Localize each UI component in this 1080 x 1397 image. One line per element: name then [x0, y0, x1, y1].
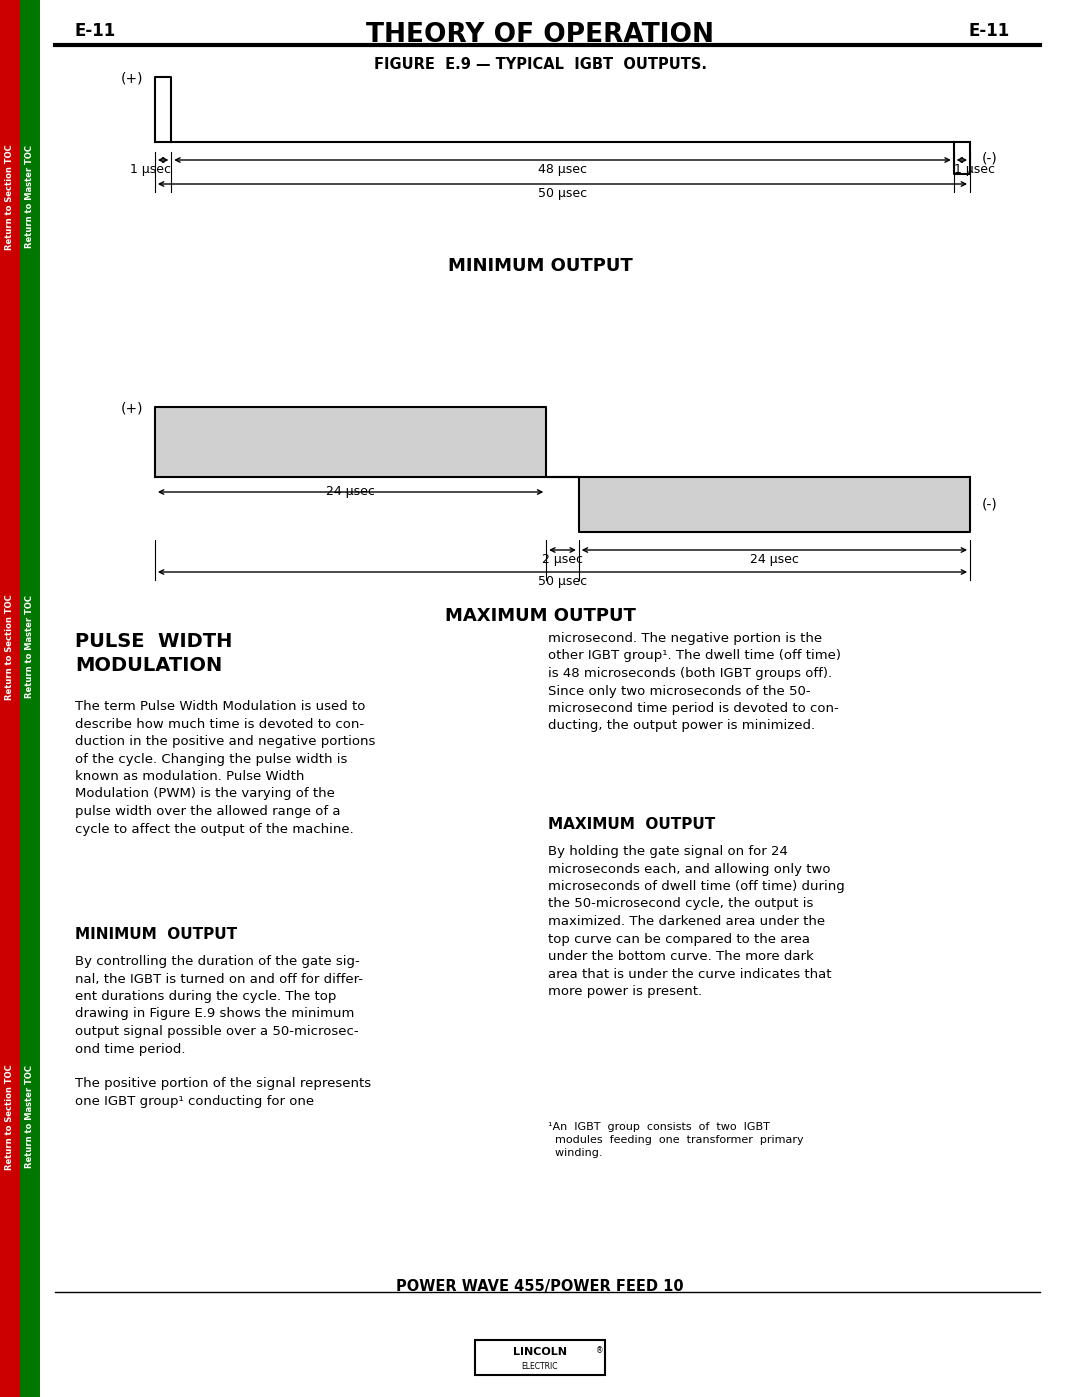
Text: The term Pulse Width Modulation is used to
describe how much time is devoted to : The term Pulse Width Modulation is used …: [75, 700, 376, 835]
Bar: [156, 407, 546, 476]
Text: PULSE  WIDTH: PULSE WIDTH: [75, 631, 232, 651]
Text: Return to Master TOC: Return to Master TOC: [26, 595, 35, 698]
Text: E-11: E-11: [75, 22, 117, 41]
Text: ®: ®: [596, 1345, 604, 1355]
Bar: [21, 0, 40, 1397]
Text: LINCOLN: LINCOLN: [513, 1347, 567, 1358]
Text: MODULATION: MODULATION: [75, 657, 222, 675]
Bar: [579, 476, 970, 532]
Text: E-11: E-11: [969, 22, 1010, 41]
Text: 50 μsec: 50 μsec: [538, 576, 588, 588]
Text: (+): (+): [121, 402, 143, 416]
Text: 50 μsec: 50 μsec: [538, 187, 588, 200]
Text: Return to Master TOC: Return to Master TOC: [26, 1066, 35, 1168]
Text: microsecond. The negative portion is the
other IGBT group¹. The dwell time (off : microsecond. The negative portion is the…: [548, 631, 841, 732]
Text: (-): (-): [982, 497, 998, 511]
Text: By controlling the duration of the gate sig-
nal, the IGBT is turned on and off : By controlling the duration of the gate …: [75, 956, 372, 1108]
Text: 2 μsec: 2 μsec: [542, 553, 583, 566]
Text: Return to Section TOC: Return to Section TOC: [5, 144, 14, 250]
Text: FIGURE  E.9 — TYPICAL  IGBT  OUTPUTS.: FIGURE E.9 — TYPICAL IGBT OUTPUTS.: [374, 57, 706, 73]
Text: (+): (+): [121, 73, 143, 87]
Text: 24 μsec: 24 μsec: [750, 553, 799, 566]
Text: ELECTRIC: ELECTRIC: [522, 1362, 558, 1370]
Text: Return to Section TOC: Return to Section TOC: [5, 594, 14, 700]
Text: MAXIMUM OUTPUT: MAXIMUM OUTPUT: [445, 608, 635, 624]
Text: 1 μsec: 1 μsec: [955, 163, 996, 176]
Text: (-): (-): [982, 151, 998, 165]
Text: By holding the gate signal on for 24
microseconds each, and allowing only two
mi: By holding the gate signal on for 24 mic…: [548, 845, 845, 997]
Text: 48 μsec: 48 μsec: [538, 163, 588, 176]
Text: POWER WAVE 455/POWER FEED 10: POWER WAVE 455/POWER FEED 10: [396, 1280, 684, 1294]
Text: Return to Section TOC: Return to Section TOC: [5, 1065, 14, 1169]
Text: MINIMUM OUTPUT: MINIMUM OUTPUT: [447, 257, 633, 275]
Text: 1 μsec: 1 μsec: [130, 163, 171, 176]
Text: THEORY OF OPERATION: THEORY OF OPERATION: [366, 22, 714, 47]
Bar: [0, 0, 21, 1397]
Text: MAXIMUM  OUTPUT: MAXIMUM OUTPUT: [548, 817, 715, 833]
Text: Return to Master TOC: Return to Master TOC: [26, 145, 35, 249]
Text: MINIMUM  OUTPUT: MINIMUM OUTPUT: [75, 928, 238, 942]
Text: 24 μsec: 24 μsec: [326, 485, 375, 497]
Text: ¹An  IGBT  group  consists  of  two  IGBT
  modules  feeding  one  transformer  : ¹An IGBT group consists of two IGBT modu…: [548, 1122, 804, 1158]
Bar: [475, 1340, 605, 1375]
